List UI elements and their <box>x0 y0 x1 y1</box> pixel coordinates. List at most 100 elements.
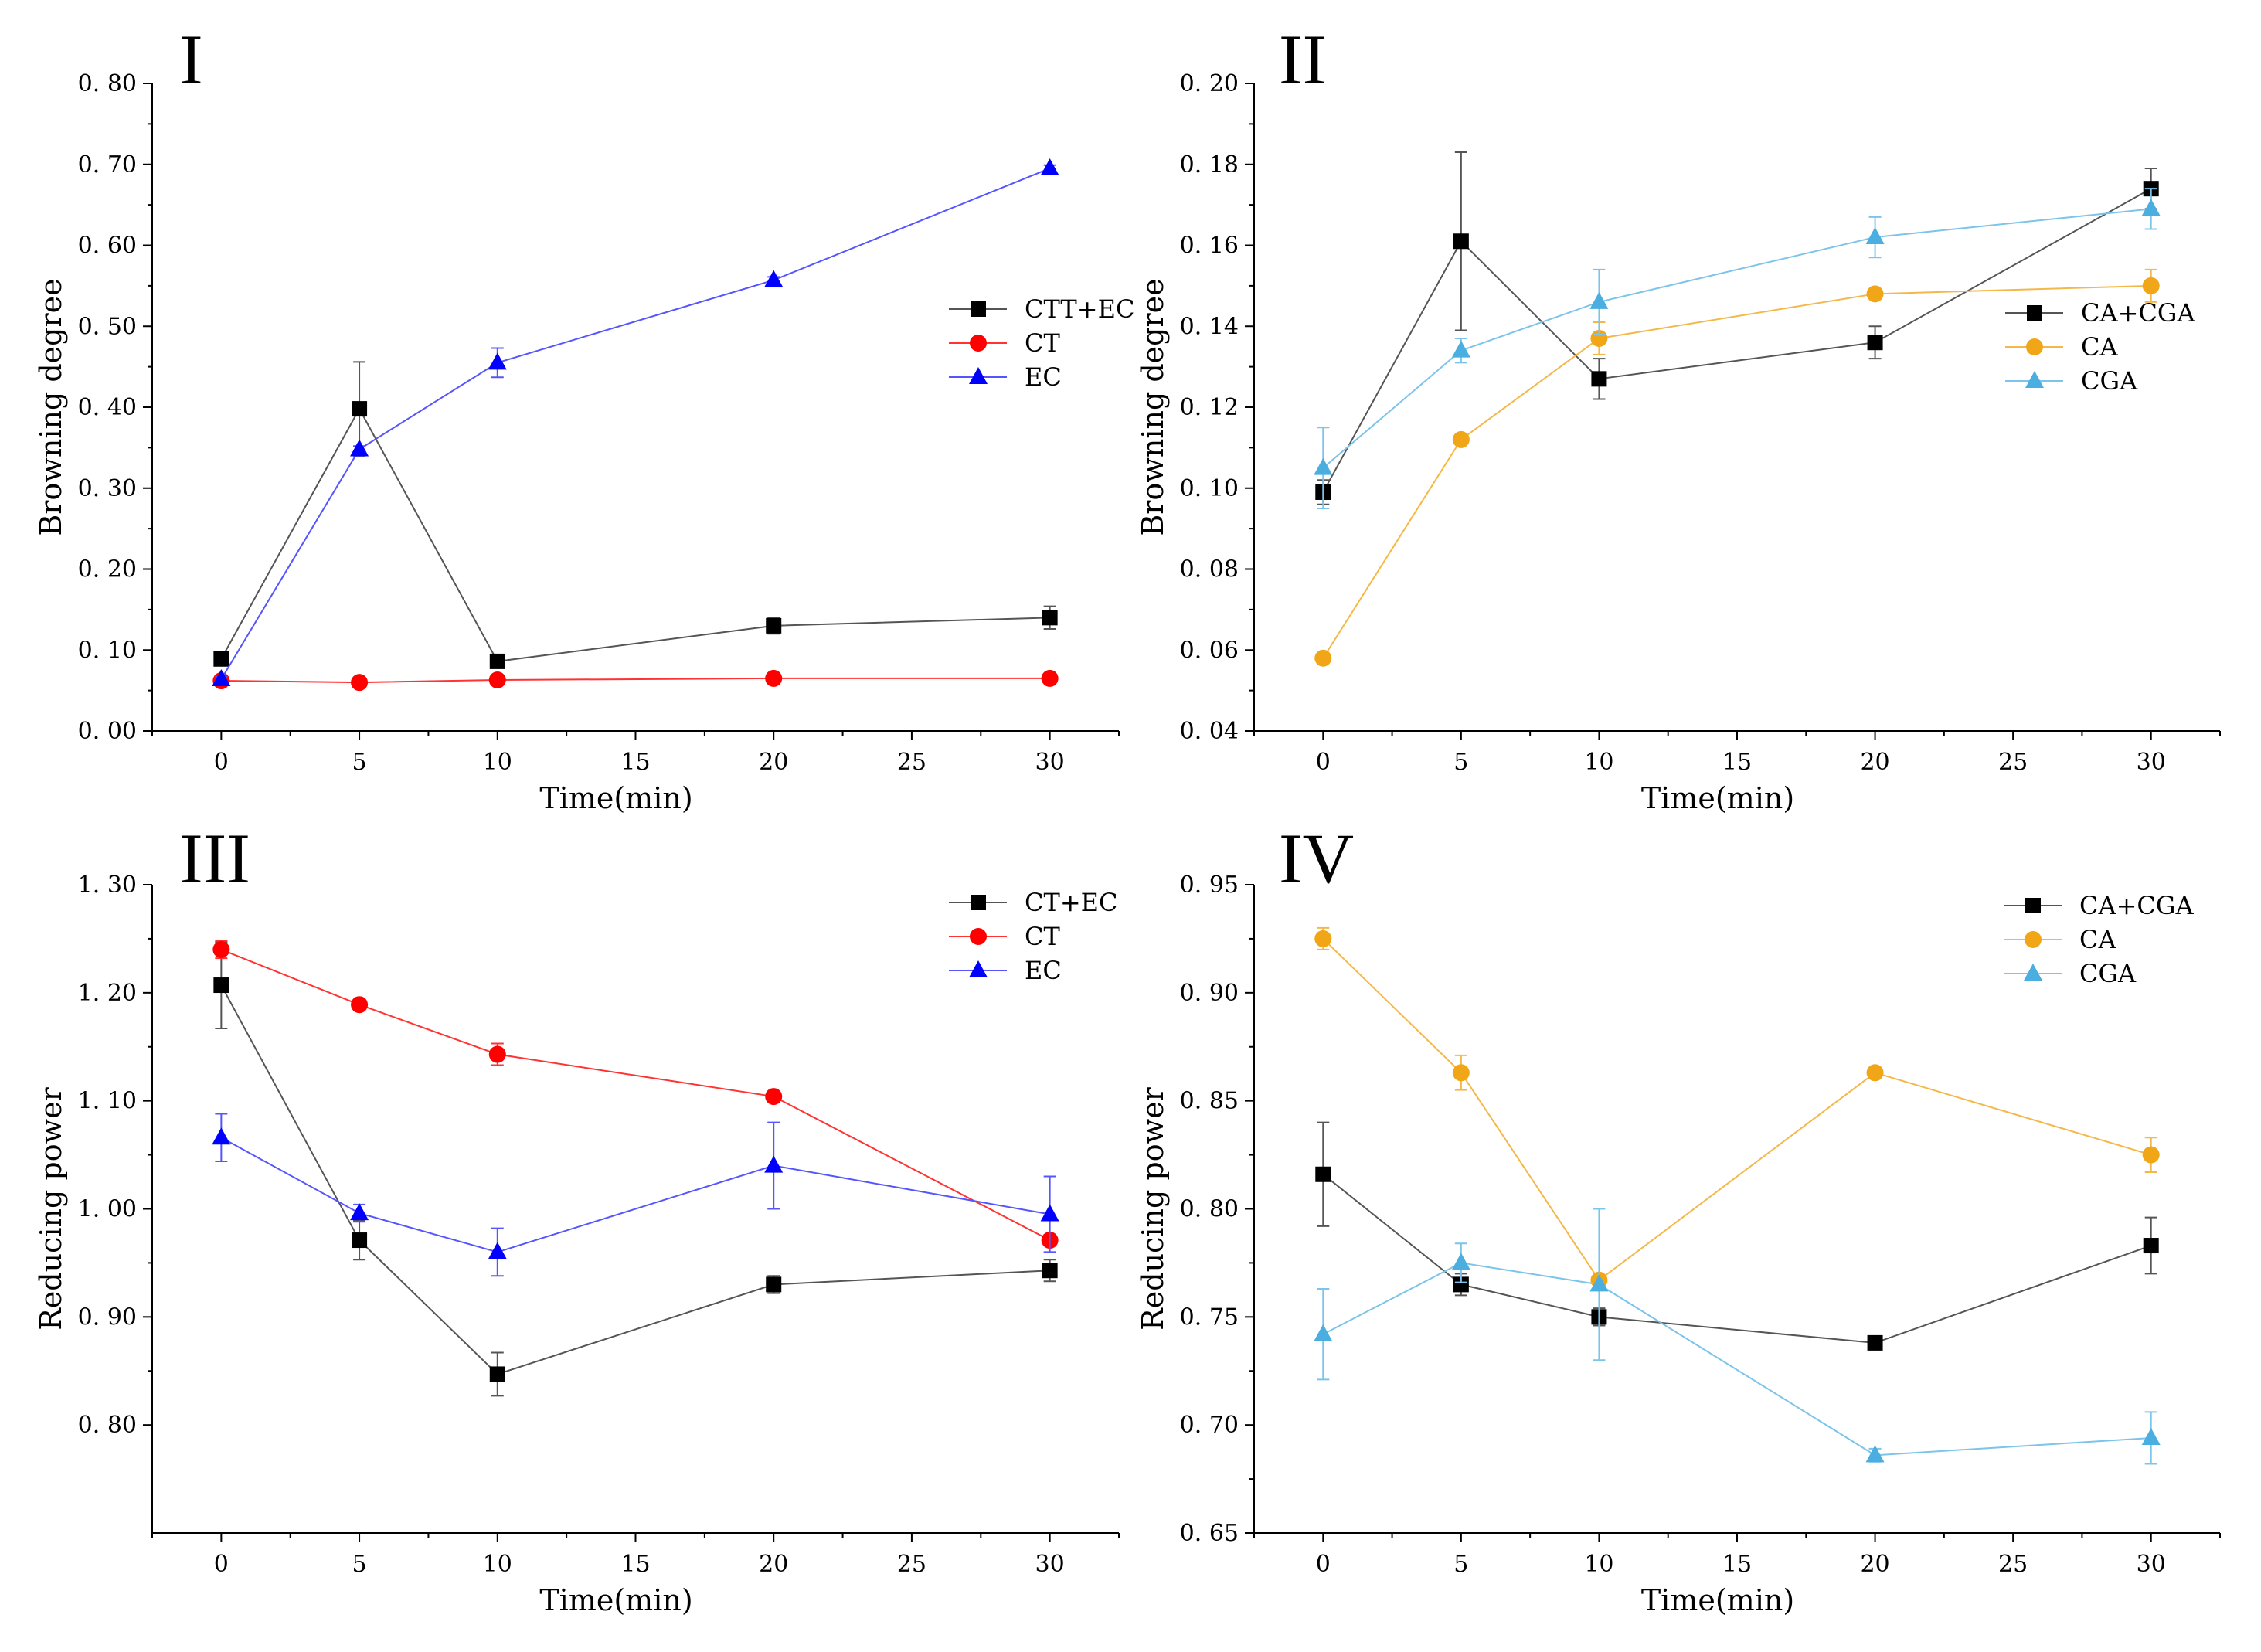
x-axis-title: Time(min) <box>1641 781 1794 815</box>
data-point <box>1865 1445 1885 1463</box>
legend: CTT+EC CT EC <box>949 294 1134 392</box>
series-CT+EC <box>213 941 1058 1397</box>
data-point <box>352 401 368 417</box>
y-tick-label: 0. 16 <box>1180 233 1239 260</box>
legend-label: CGA <box>2081 366 2138 396</box>
x-tick-label: 10 <box>1584 1551 1613 1578</box>
x-tick-label: 0 <box>1316 749 1331 776</box>
y-tick-label: 0. 20 <box>78 556 137 583</box>
series-line <box>221 677 1050 684</box>
legend-label: CT+EC <box>1025 888 1117 917</box>
data-point <box>1452 430 1470 448</box>
data-point <box>765 1088 783 1106</box>
series-CTT+EC <box>213 361 1058 669</box>
data-point <box>764 1155 784 1173</box>
data-point <box>1865 227 1885 245</box>
legend-label: CGA <box>2079 959 2137 988</box>
data-point <box>766 617 782 634</box>
data-point <box>351 674 369 692</box>
data-point <box>2142 1146 2160 1164</box>
series-CT <box>212 669 1059 692</box>
y-tick-label: 0. 65 <box>1180 1520 1239 1547</box>
data-point <box>2143 1238 2159 1254</box>
y-tick-label: 1. 10 <box>78 1088 137 1115</box>
x-tick-label: 20 <box>759 749 788 776</box>
y-tick-label: 0. 80 <box>78 1412 137 1439</box>
legend-label: CA+CGA <box>2081 298 2195 328</box>
data-point <box>213 977 230 994</box>
y-tick-label: 0. 14 <box>1180 313 1239 340</box>
x-tick-label: 25 <box>897 749 926 776</box>
series-CGA <box>1314 1208 2161 1465</box>
y-tick-label: 0. 70 <box>1180 1412 1239 1439</box>
legend-label: EC <box>1025 956 1062 985</box>
data-point <box>1452 1064 1470 1082</box>
y-tick-label: 1. 30 <box>78 872 137 899</box>
x-tick-label: 5 <box>352 749 367 776</box>
series-EC <box>212 158 1059 686</box>
data-point <box>1314 649 1332 667</box>
data-point <box>1315 1166 1331 1182</box>
data-point <box>212 1127 231 1145</box>
legend-label: CT <box>1025 328 1060 358</box>
y-tick-label: 0. 80 <box>78 70 137 97</box>
x-tick-label: 10 <box>483 749 512 776</box>
y-axis-title: Reducing power <box>34 1086 68 1330</box>
legend-marker <box>970 335 987 352</box>
y-tick-label: 0. 10 <box>1180 475 1239 502</box>
y-tick-label: 0. 10 <box>78 637 137 664</box>
data-point <box>1040 158 1059 175</box>
x-tick-label: 30 <box>1035 1551 1065 1578</box>
data-point <box>1867 335 1883 351</box>
data-point <box>2142 277 2160 294</box>
data-point <box>1314 457 1333 475</box>
legend-marker <box>969 960 988 977</box>
data-point <box>766 1276 782 1293</box>
x-axis-title: Time(min) <box>539 781 692 815</box>
data-point <box>1590 291 1609 309</box>
x-tick-label: 10 <box>1584 749 1613 776</box>
y-tick-label: 0. 80 <box>1180 1196 1239 1223</box>
x-tick-label: 15 <box>1722 749 1752 776</box>
series-CA+CGA <box>1315 1121 2159 1351</box>
legend-label: EC <box>1025 362 1062 392</box>
series-EC <box>212 1113 1059 1277</box>
y-tick-label: 0. 20 <box>1180 70 1239 97</box>
chart-panel-4: 0. 65 0. 70 0. 75 0. 80 0. 85 0. 90 0. 95 0 5 10 1… <box>1136 819 2221 1617</box>
series-line <box>1322 208 2151 469</box>
y-tick-label: 0. 40 <box>78 394 137 421</box>
x-tick-label: 10 <box>483 1551 512 1578</box>
series-line <box>1322 284 2151 659</box>
series-line <box>1322 188 2152 493</box>
x-tick-label: 5 <box>1454 1551 1468 1578</box>
data-point <box>350 1203 369 1221</box>
legend-marker <box>2025 371 2044 388</box>
panel-label: III <box>179 819 250 898</box>
x-tick-label: 25 <box>897 1551 926 1578</box>
data-point <box>1314 1324 1333 1341</box>
series-line <box>220 984 1050 1375</box>
y-tick-label: 0. 08 <box>1180 556 1239 583</box>
series-line <box>220 168 1051 680</box>
series-line <box>220 1137 1050 1253</box>
data-point <box>351 996 369 1014</box>
x-tick-label: 5 <box>1454 749 1468 776</box>
legend: CT+EC CT EC <box>949 888 1117 985</box>
series-CA+CGA <box>1315 151 2159 505</box>
data-point <box>489 1366 505 1382</box>
x-tick-label: 20 <box>1860 749 1889 776</box>
legend: CA+CGA CA CGA <box>2005 298 2195 396</box>
y-tick-label: 0. 12 <box>1180 394 1239 421</box>
data-point <box>765 669 783 687</box>
x-tick-label: 30 <box>2137 749 2166 776</box>
legend: CA+CGA CA CGA <box>2004 891 2194 988</box>
y-tick-label: 1. 00 <box>78 1196 137 1223</box>
chart-panel-3: 0. 80 0. 90 1. 00 1. 10 1. 20 1. 30 0 5 10 15 20 25… <box>34 819 1120 1617</box>
series-CT <box>212 940 1059 1249</box>
data-point <box>2141 199 2161 216</box>
x-tick-label: 30 <box>2137 1551 2166 1578</box>
y-tick-label: 0. 18 <box>1180 151 1239 178</box>
y-tick-label: 0. 75 <box>1180 1304 1239 1331</box>
y-tick-label: 0. 85 <box>1180 1088 1239 1115</box>
legend-marker <box>971 301 986 317</box>
